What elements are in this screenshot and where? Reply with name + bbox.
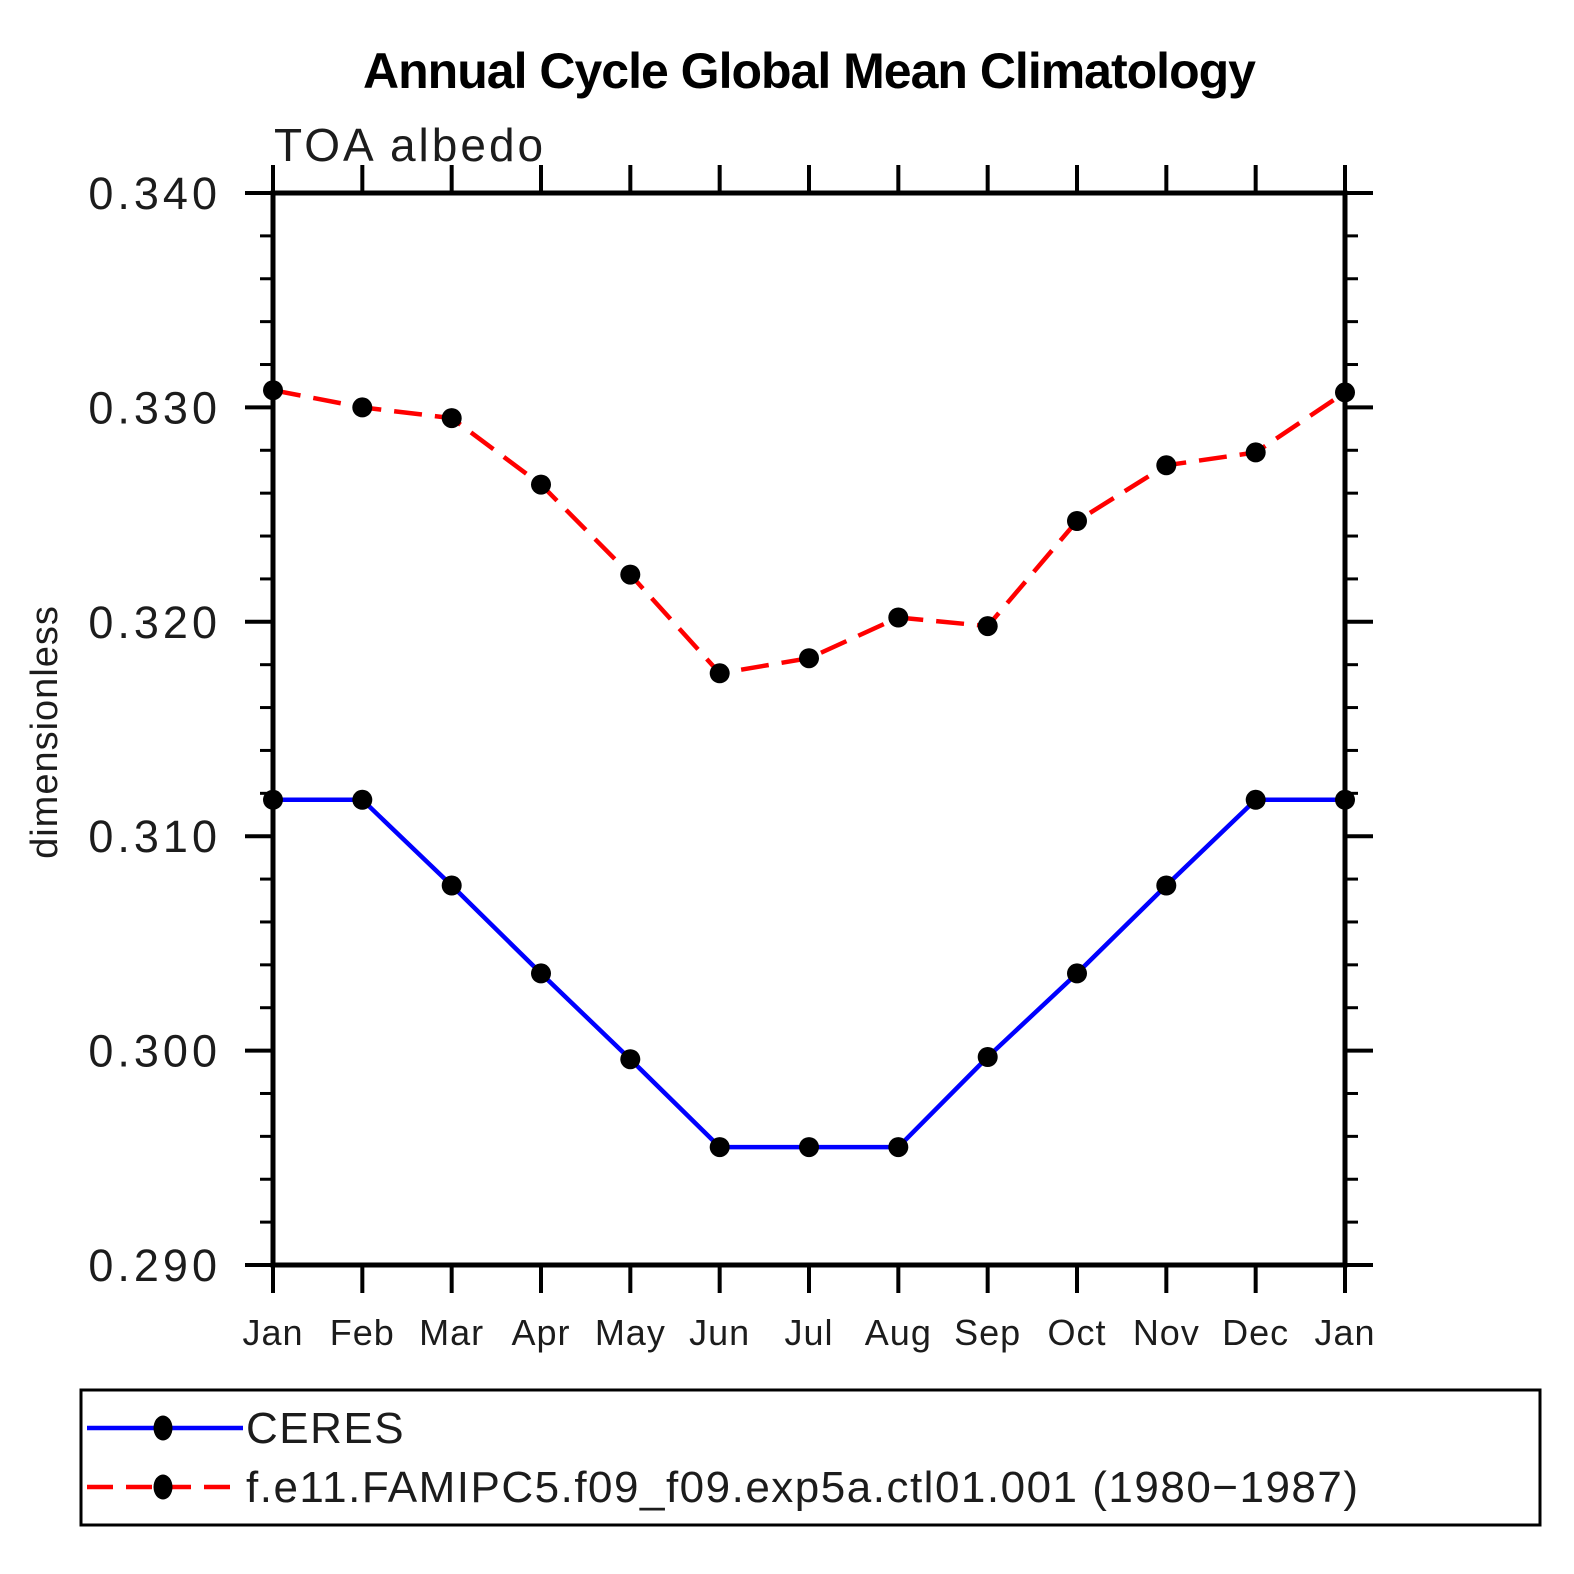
data-point-f-e11-famipc5-f09-f09-exp5a- <box>977 616 998 637</box>
legend-marker-ceres <box>153 1415 173 1441</box>
data-point-f-e11-famipc5-f09-f09-exp5a- <box>888 607 909 628</box>
y-tick-label: 0.320 <box>88 597 221 648</box>
data-point-ceres <box>531 963 551 984</box>
data-point-ceres <box>1067 963 1087 984</box>
plot-area-frame <box>270 190 1348 1268</box>
data-point-ceres <box>709 1137 730 1158</box>
data-point-f-e11-famipc5-f09-f09-exp5a- <box>709 663 730 684</box>
x-tick-label: Aug <box>865 1312 932 1353</box>
legend: CERES f.e11.FAMIPC5.f09_f09.exp5a.ctl01.… <box>79 1388 1542 1527</box>
data-point-f-e11-famipc5-f09-f09-exp5a- <box>263 380 283 401</box>
data-series <box>272 387 1347 1150</box>
x-tick-label: Nov <box>1133 1312 1200 1353</box>
data-point-ceres <box>799 1137 819 1158</box>
x-tick-label: Sep <box>954 1312 1021 1353</box>
legend-label-model: f.e11.FAMIPC5.f09_f09.exp5a.ctl01.001 (1… <box>246 1463 1360 1512</box>
x-tick-label: Oct <box>1047 1312 1106 1353</box>
data-point-ceres <box>1156 875 1177 896</box>
y-tick-label: 0.300 <box>88 1026 221 1077</box>
y-tick-labels: 0.290 0.300 0.310 0.320 0.330 0.340 <box>88 168 221 1291</box>
y-tick-label: 0.330 <box>88 382 221 433</box>
x-tick-label: Apr <box>511 1312 570 1353</box>
x-tick-label: Dec <box>1222 1312 1289 1353</box>
y-tick-label: 0.290 <box>88 1240 221 1291</box>
x-tick-label: Jun <box>689 1312 750 1353</box>
x-tick-label: Jan <box>1314 1312 1375 1353</box>
data-point-f-e11-famipc5-f09-f09-exp5a- <box>441 408 462 429</box>
data-point-f-e11-famipc5-f09-f09-exp5a- <box>1067 511 1087 531</box>
series-line-ceres <box>273 797 1345 1150</box>
series-line-f-e11-famipc5-f09-f09-exp5a- <box>272 387 1347 676</box>
data-point-ceres <box>263 789 283 810</box>
x-tick-label: Mar <box>419 1312 484 1353</box>
y-tick-label: 0.340 <box>88 168 221 219</box>
data-point-f-e11-famipc5-f09-f09-exp5a- <box>1245 442 1266 463</box>
data-point-markers <box>263 380 1355 1158</box>
legend-box <box>79 1388 1542 1527</box>
data-point-ceres <box>352 789 373 810</box>
y-tick-label: 0.310 <box>88 811 221 862</box>
legend-marker-model <box>153 1474 173 1500</box>
x-tick-label: Jul <box>784 1312 833 1353</box>
data-point-ceres <box>441 875 462 896</box>
data-point-f-e11-famipc5-f09-f09-exp5a- <box>1156 455 1177 476</box>
data-point-f-e11-famipc5-f09-f09-exp5a- <box>352 397 373 418</box>
data-point-f-e11-famipc5-f09-f09-exp5a- <box>799 648 819 669</box>
x-tick-label: Jan <box>242 1312 303 1353</box>
axis-ticks <box>245 165 1373 1293</box>
data-point-f-e11-famipc5-f09-f09-exp5a- <box>1335 382 1355 403</box>
legend-label-ceres: CERES <box>246 1404 405 1453</box>
data-point-ceres <box>888 1137 909 1158</box>
data-point-f-e11-famipc5-f09-f09-exp5a- <box>531 474 551 495</box>
chart-title: Annual Cycle Global Mean Climatology <box>363 43 1256 99</box>
x-tick-label: May <box>595 1312 666 1353</box>
data-point-ceres <box>977 1047 998 1067</box>
data-point-ceres <box>1335 789 1355 810</box>
data-point-ceres <box>620 1049 641 1070</box>
chart-subtitle: TOA albedo <box>274 119 546 171</box>
y-axis-label: dimensionless <box>24 605 66 859</box>
data-point-ceres <box>1245 789 1266 810</box>
x-tick-labels: Jan Feb Mar Apr May Jun Jul Aug Sep Oct Nov Dec Jan <box>242 1312 1375 1353</box>
x-tick-label: Feb <box>330 1312 395 1353</box>
data-point-f-e11-famipc5-f09-f09-exp5a- <box>620 564 641 585</box>
